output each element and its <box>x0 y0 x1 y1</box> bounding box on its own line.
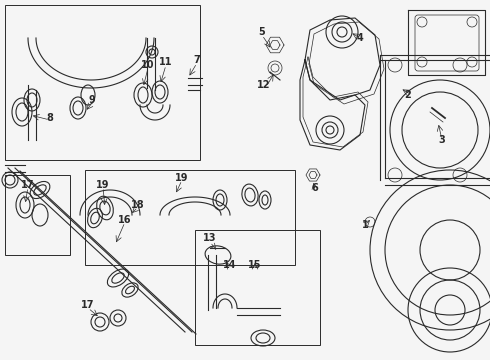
Bar <box>195 230 320 345</box>
Text: 1: 1 <box>362 220 368 230</box>
Text: 2: 2 <box>405 90 412 100</box>
Text: 10: 10 <box>141 60 155 70</box>
Text: 3: 3 <box>439 135 445 145</box>
Text: 16: 16 <box>118 215 132 225</box>
Text: 13: 13 <box>203 233 217 243</box>
Text: 15: 15 <box>248 260 262 270</box>
Text: 6: 6 <box>312 183 318 193</box>
Text: 12: 12 <box>257 80 271 90</box>
Text: 19: 19 <box>96 180 110 190</box>
Text: 18: 18 <box>131 200 145 210</box>
Text: 17: 17 <box>21 180 35 190</box>
Bar <box>5 5 200 160</box>
Text: 8: 8 <box>47 113 53 123</box>
Text: 19: 19 <box>175 173 189 183</box>
Text: 4: 4 <box>357 33 364 43</box>
Text: 11: 11 <box>159 57 173 67</box>
Text: 17: 17 <box>81 300 95 310</box>
Text: 5: 5 <box>259 27 266 37</box>
Bar <box>85 170 295 265</box>
Text: 14: 14 <box>223 260 237 270</box>
Bar <box>5 175 70 255</box>
Text: 9: 9 <box>89 95 96 105</box>
Text: 7: 7 <box>194 55 200 65</box>
